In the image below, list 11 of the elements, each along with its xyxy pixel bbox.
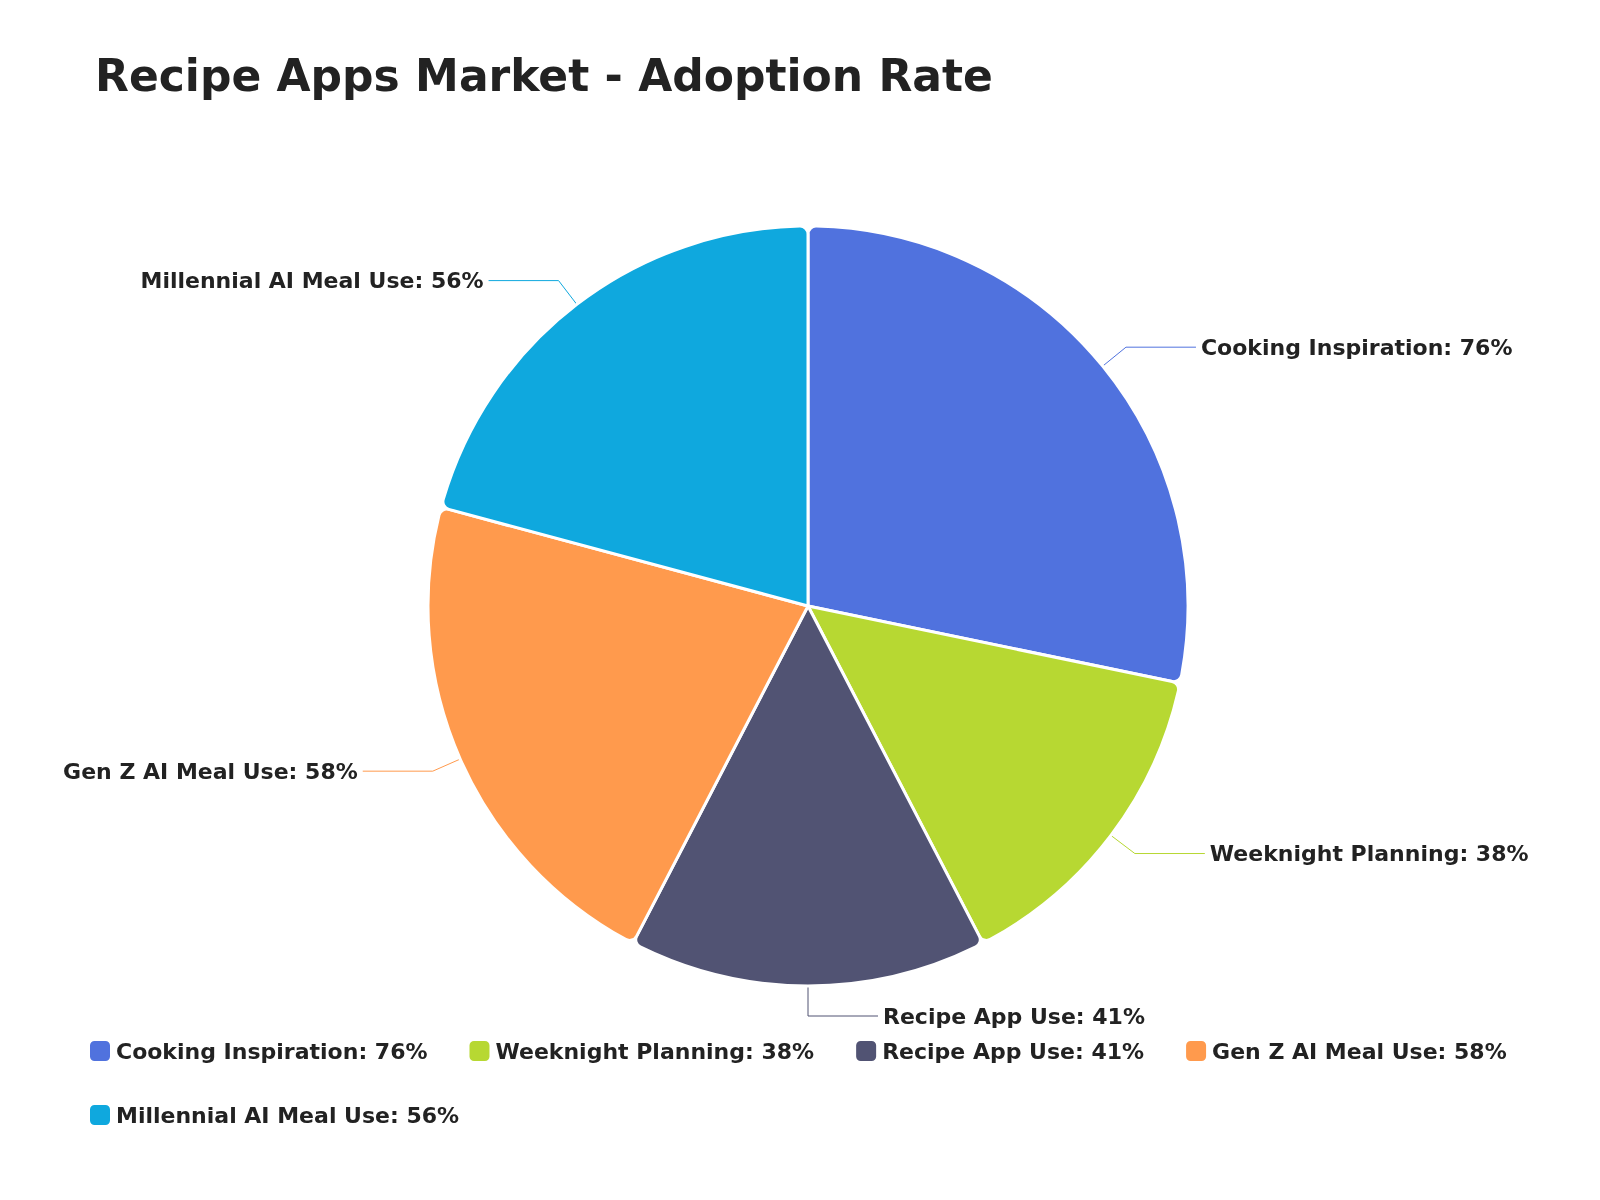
legend-label: Millennial AI Meal Use: 56% [116, 1102, 460, 1128]
slice-label: Recipe App Use: 41% [883, 1003, 1145, 1029]
slice-label: Cooking Inspiration: 76% [1200, 334, 1513, 360]
legend-label: Recipe App Use: 41% [882, 1038, 1145, 1064]
legend-label: Weeknight Planning: 38% [495, 1038, 815, 1064]
slice-label: Weeknight Planning: 38% [1209, 841, 1529, 867]
legend-label: Gen Z AI Meal Use: 58% [1212, 1038, 1507, 1064]
slice-label: Millennial AI Meal Use: 56% [140, 268, 484, 294]
chart-title: Recipe Apps Market - Adoption Rate [95, 49, 993, 101]
slice-label: Gen Z AI Meal Use: 58% [63, 758, 358, 784]
legend-label: Cooking Inspiration: 76% [116, 1038, 428, 1064]
